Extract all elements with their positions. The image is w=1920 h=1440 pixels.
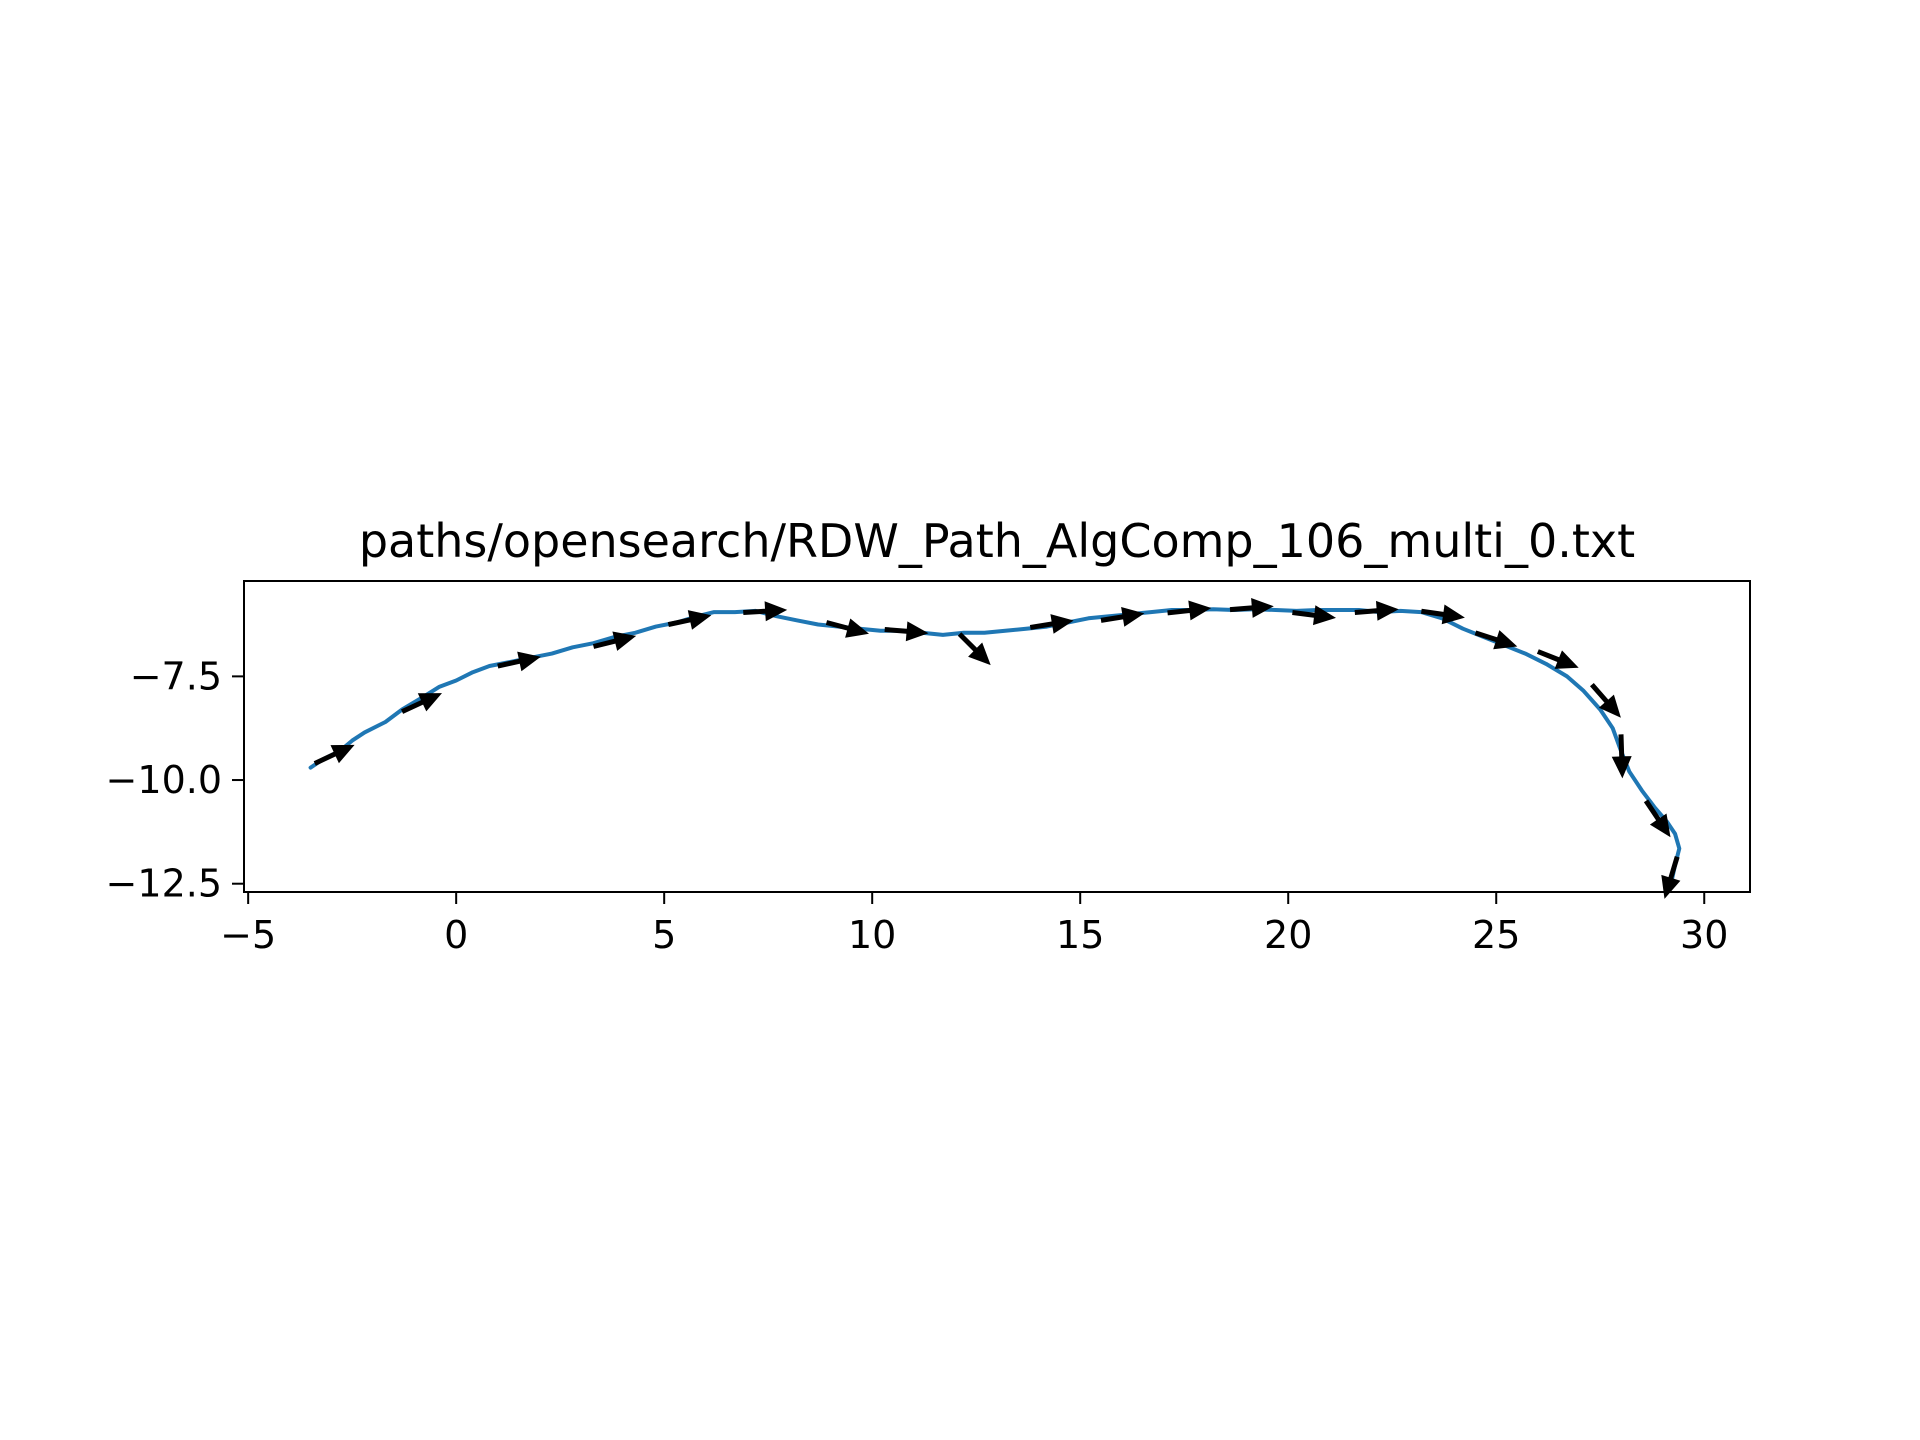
direction-arrow bbox=[957, 632, 991, 666]
direction-arrow bbox=[743, 601, 788, 622]
x-tick-label: 30 bbox=[1680, 913, 1728, 957]
direction-arrow bbox=[313, 744, 355, 766]
direction-arrow bbox=[884, 621, 929, 642]
y-tick-label: −10.0 bbox=[106, 758, 222, 802]
x-tick-label: −5 bbox=[220, 913, 276, 957]
direction-arrow bbox=[1661, 856, 1681, 899]
chart-title: paths/opensearch/RDW_Path_AlgComp_106_mu… bbox=[359, 514, 1635, 568]
x-tick-label: 15 bbox=[1056, 913, 1104, 957]
direction-arrow bbox=[1536, 649, 1579, 669]
direction-arrow bbox=[1421, 604, 1465, 625]
direction-arrow bbox=[1590, 683, 1621, 718]
y-tick-label: −7.5 bbox=[130, 654, 222, 698]
direction-arrow bbox=[1100, 607, 1145, 627]
x-tick-label: 5 bbox=[652, 913, 676, 957]
direction-arrow bbox=[825, 618, 869, 638]
axes-frame bbox=[243, 580, 1751, 893]
direction-arrow bbox=[1229, 598, 1274, 618]
x-tick-label: 20 bbox=[1264, 913, 1312, 957]
direction-arrow bbox=[1643, 799, 1671, 838]
direction-arrow bbox=[1474, 630, 1518, 650]
direction-arrow bbox=[667, 610, 712, 630]
direction-arrow bbox=[497, 651, 541, 672]
direction-arrow bbox=[592, 631, 637, 651]
direction-arrow bbox=[1354, 600, 1399, 621]
direction-arrow bbox=[401, 693, 442, 714]
plot-area bbox=[308, 598, 1682, 899]
x-tick-label: 0 bbox=[444, 913, 468, 957]
x-tick-label: 10 bbox=[848, 913, 896, 957]
x-tick-label: 25 bbox=[1472, 913, 1520, 957]
y-tick-label: −12.5 bbox=[106, 862, 222, 906]
x-axis: −5 0 5 10 15 20 25 30 bbox=[220, 892, 1728, 957]
direction-arrow bbox=[1292, 605, 1336, 626]
direction-arrow bbox=[1611, 734, 1632, 779]
direction-arrow bbox=[1029, 614, 1074, 634]
y-axis: −7.5 −10.0 −12.5 bbox=[106, 654, 244, 906]
direction-arrow bbox=[1167, 600, 1212, 621]
